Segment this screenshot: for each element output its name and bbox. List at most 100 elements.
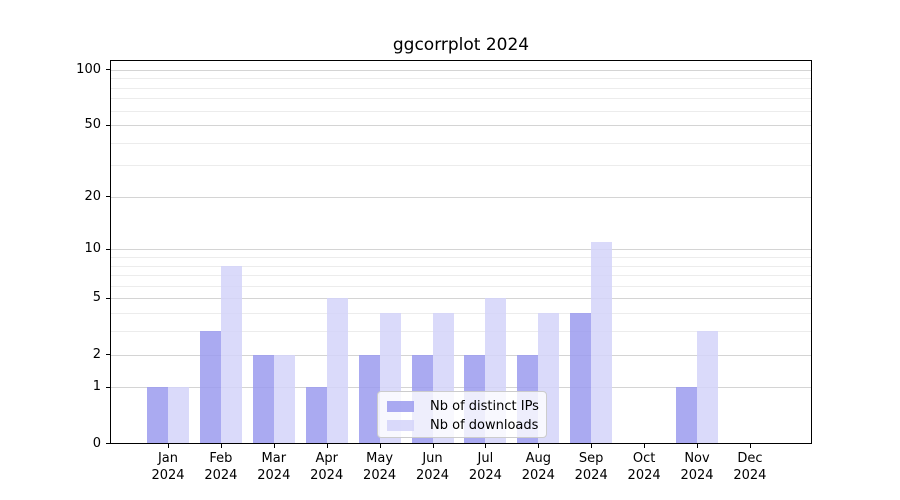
x-tick-label: Mar 2024	[242, 450, 306, 484]
bar-distinct-ips-sep	[570, 313, 592, 444]
x-tick	[644, 444, 646, 448]
x-tick-label-month: Dec	[737, 451, 763, 466]
gridline-major	[110, 387, 812, 389]
y-tick-label: 0	[92, 435, 101, 451]
legend-swatch-distinct-ips	[387, 401, 414, 412]
bar-downloads-jan	[168, 387, 189, 444]
x-tick-label: Feb 2024	[189, 450, 253, 484]
y-tick	[106, 297, 110, 299]
gridline-minor	[110, 78, 812, 80]
gridline-minor	[110, 110, 812, 112]
legend-label-distinct-ips: Nb of distinct IPs	[430, 399, 539, 414]
y-tick-label: 2	[92, 346, 101, 362]
x-tick-label-year: 2024	[574, 468, 608, 483]
x-tick-label-year: 2024	[415, 468, 450, 483]
y-tick	[106, 443, 110, 444]
x-tick	[273, 444, 275, 448]
x-tick-label-year: 2024	[627, 468, 661, 483]
bar-distinct-ips-apr	[305, 387, 327, 444]
x-tick	[749, 444, 751, 448]
y-tick	[106, 354, 110, 356]
y-tick	[106, 248, 110, 250]
gridline-minor	[110, 142, 812, 144]
gridline-major	[110, 69, 812, 71]
x-tick	[379, 444, 381, 448]
x-tick-label: May 2024	[348, 450, 412, 484]
y-tick	[106, 196, 110, 198]
plot-area	[110, 60, 812, 444]
x-tick-label-month: Feb	[209, 451, 233, 466]
legend-swatch-downloads	[387, 420, 414, 431]
x-tick-label-month: Apr	[315, 451, 338, 466]
bar-downloads-nov	[697, 331, 718, 444]
x-tick-label: Nov 2024	[665, 450, 729, 484]
y-tick	[106, 69, 110, 71]
bar-distinct-ips-mar	[252, 354, 274, 444]
x-tick	[485, 444, 487, 448]
chart-title: ggcorrplot 2024	[392, 35, 530, 55]
x-tick-label-month: Sep	[578, 451, 604, 466]
x-tick-label-month: Oct	[632, 451, 656, 466]
y-tick-label: 5	[92, 290, 101, 306]
x-tick-label-year: 2024	[151, 468, 185, 483]
gridline-major	[110, 298, 812, 300]
x-tick	[220, 444, 222, 448]
gridline-major	[110, 249, 812, 251]
x-tick-label-year: 2024	[680, 468, 714, 483]
x-tick-label-month: Aug	[525, 451, 551, 466]
x-tick-label-year: 2024	[363, 468, 397, 483]
x-tick-label: Jun 2024	[401, 450, 465, 484]
bar-downloads-mar	[273, 354, 295, 444]
y-tick-label: 20	[84, 188, 101, 204]
gridline-minor	[110, 313, 812, 315]
x-tick-label-month: May	[366, 451, 394, 466]
gridline-minor	[110, 265, 812, 267]
x-tick-label: Aug 2024	[506, 450, 570, 484]
gridline-major	[110, 354, 812, 356]
x-tick-label-year: 2024	[733, 468, 767, 483]
x-tick	[591, 444, 593, 448]
x-tick-label: Jul 2024	[453, 450, 517, 484]
gridline-minor	[110, 87, 812, 89]
x-tick	[697, 444, 698, 448]
gridline-major	[110, 196, 812, 198]
x-tick-label-year: 2024	[310, 468, 344, 483]
x-tick	[168, 444, 169, 448]
x-tick	[538, 444, 540, 448]
gridline-minor	[110, 165, 812, 167]
x-tick-label-month: Jul	[477, 451, 494, 466]
x-tick-label: Dec 2024	[718, 450, 782, 484]
x-tick-label-year: 2024	[257, 468, 291, 483]
x-tick-label-year: 2024	[521, 468, 555, 483]
gridline-major	[110, 125, 812, 127]
x-tick-label: Oct 2024	[612, 450, 676, 484]
gridline-minor	[110, 98, 812, 100]
x-tick-label: Sep 2024	[559, 450, 623, 484]
y-tick-label: 100	[76, 61, 101, 77]
bar-downloads-apr	[326, 298, 348, 444]
gridline-minor	[110, 275, 812, 277]
x-tick-label-month: Jun	[422, 451, 443, 466]
x-tick-label-year: 2024	[204, 468, 238, 483]
bar-downloads-feb	[220, 265, 242, 444]
x-tick-label: Jan 2024	[136, 450, 200, 484]
bar-distinct-ips-feb	[199, 331, 221, 444]
gridline-minor	[110, 331, 812, 333]
x-tick	[326, 444, 328, 448]
legend-item-distinct-ips: Nb of distinct IPs	[378, 397, 546, 416]
y-tick	[106, 124, 110, 126]
x-tick-label-month: Mar	[261, 451, 287, 466]
bar-distinct-ips-nov	[676, 387, 697, 444]
y-tick-label: 50	[84, 117, 101, 133]
bar-downloads-sep	[591, 242, 613, 444]
gridline-minor	[110, 257, 812, 258]
y-tick	[106, 386, 110, 388]
x-tick	[432, 444, 434, 448]
x-tick-label-month: Jan	[157, 451, 179, 466]
legend-label-downloads: Nb of downloads	[430, 418, 539, 433]
x-tick-label-year: 2024	[468, 468, 502, 483]
x-tick-label-month: Nov	[684, 451, 710, 466]
x-tick-label: Apr 2024	[295, 450, 359, 484]
bar-distinct-ips-jan	[147, 387, 168, 444]
